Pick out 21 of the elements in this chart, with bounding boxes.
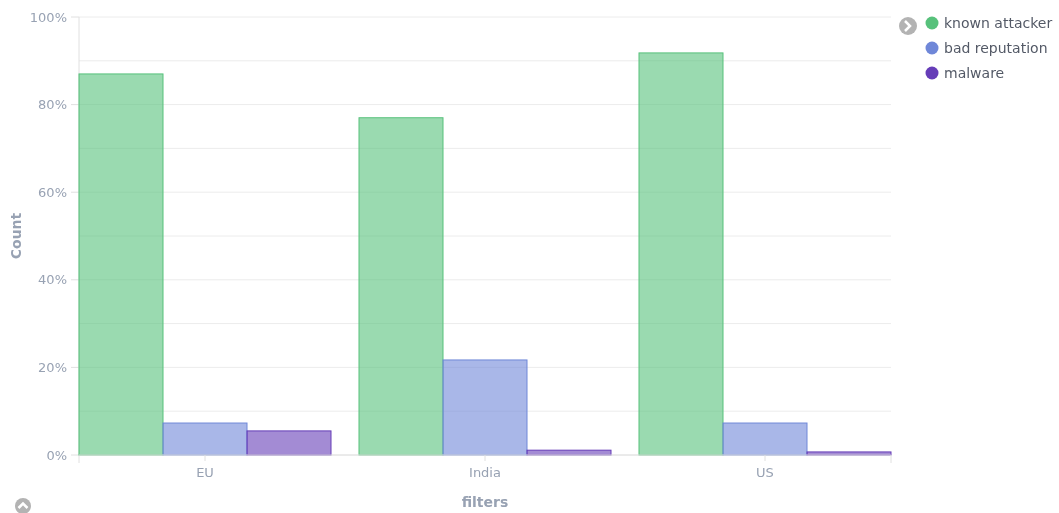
x-axis-title: filters <box>461 494 509 510</box>
y-tick-label: 60% <box>38 184 67 200</box>
y-tick-label: 20% <box>38 359 67 375</box>
y-axis-title: Count <box>8 212 24 260</box>
bar <box>246 430 332 456</box>
bar <box>442 359 528 456</box>
y-tick-label: 80% <box>38 97 67 113</box>
y-tick-label: 100% <box>29 9 67 25</box>
x-tick-label: India <box>469 465 501 480</box>
bar <box>358 117 444 456</box>
bar <box>722 422 808 456</box>
bar <box>78 73 164 456</box>
legend-label: known attacker <box>944 15 1053 31</box>
bar <box>638 52 724 456</box>
legend-label: bad reputation <box>944 40 1048 56</box>
legend-label: malware <box>944 65 1005 81</box>
y-tick-label: 0% <box>46 447 67 463</box>
y-tick-label: 40% <box>38 272 67 288</box>
bar <box>162 422 248 456</box>
x-tick-label: EU <box>196 465 214 480</box>
x-tick-label: US <box>756 465 774 480</box>
